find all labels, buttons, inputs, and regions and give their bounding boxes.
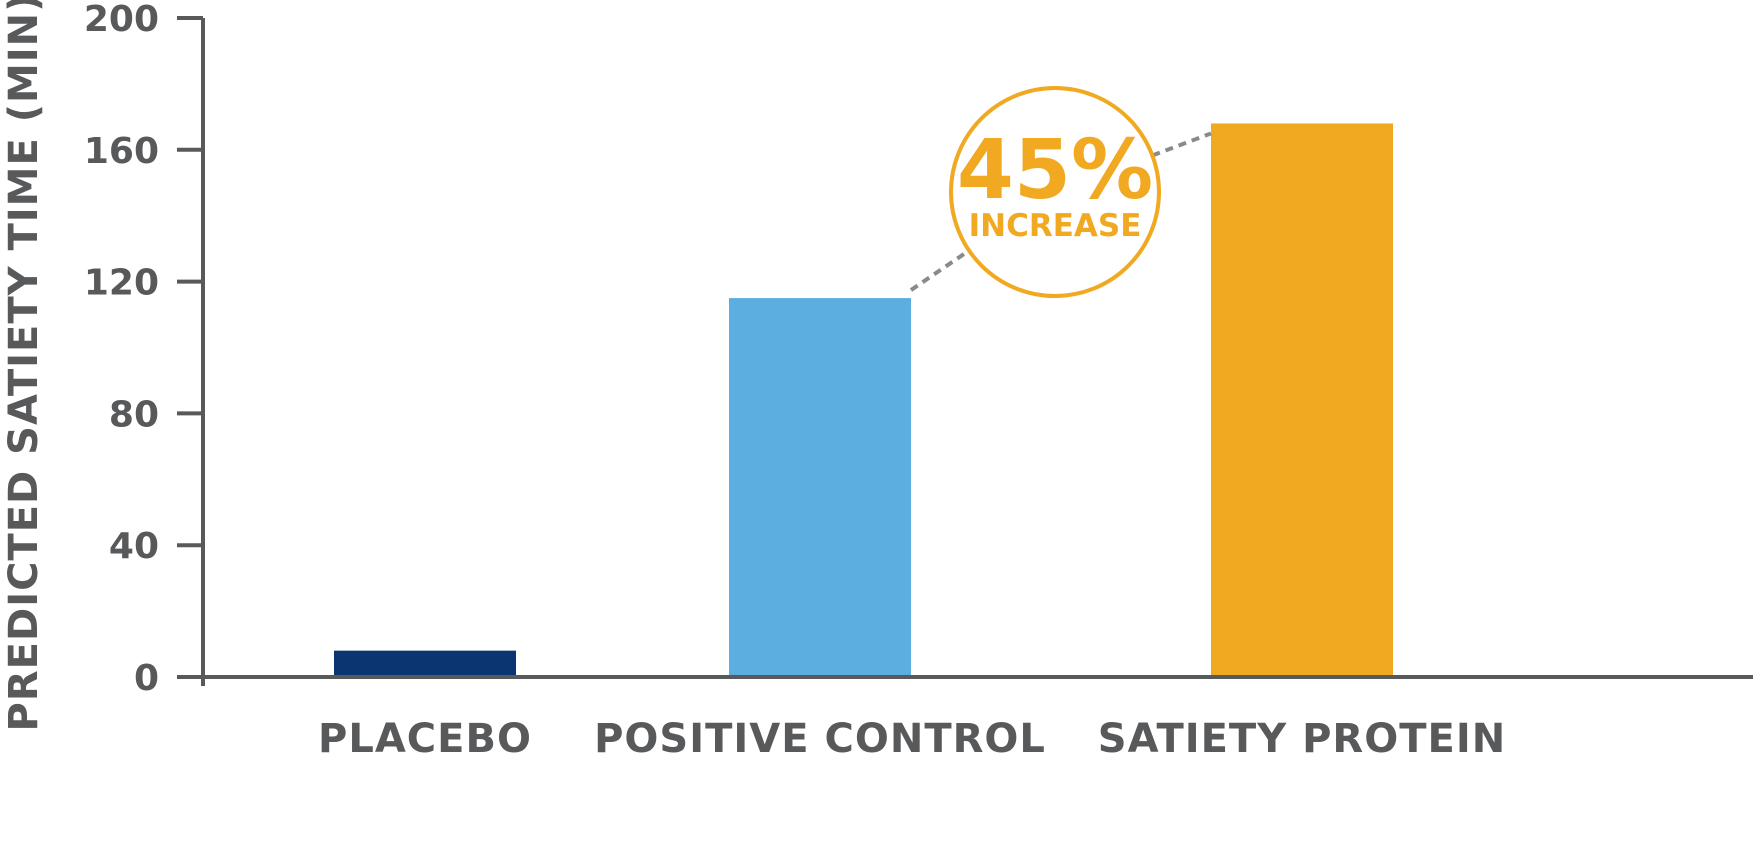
annotation-connector-left — [909, 248, 971, 292]
x-category-label: SATIETY PROTEIN — [1098, 716, 1506, 762]
bar-positive-control — [729, 298, 911, 677]
bars — [334, 123, 1393, 677]
x-category-label: PLACEBO — [318, 716, 532, 762]
bar-placebo — [334, 650, 516, 677]
x-category-label: POSITIVE CONTROL — [594, 716, 1046, 762]
annotation-label: INCREASE — [969, 208, 1142, 244]
increase-annotation: 45% INCREASE — [909, 86, 1212, 298]
y-tick-label: 120 — [84, 263, 159, 304]
annotation-connector-right — [1151, 131, 1212, 158]
x-category-labels: PLACEBO POSITIVE CONTROL SATIETY PROTEIN — [318, 716, 1506, 762]
axes — [201, 18, 1753, 686]
annotation-badge-circle — [949, 86, 1161, 298]
bar-satiety-protein — [1211, 123, 1393, 677]
y-tick-label: 200 — [84, 0, 159, 40]
y-tick-label: 80 — [109, 394, 159, 435]
y-tick-label: 0 — [134, 658, 159, 699]
y-tick-label: 160 — [84, 131, 159, 172]
y-ticks: 0 40 80 120 160 200 — [84, 0, 203, 699]
annotation-value: 45% — [957, 123, 1153, 218]
y-tick-label: 40 — [109, 526, 159, 567]
y-axis-title: PREDICTED SATIETY TIME (MIN) — [1, 0, 47, 731]
